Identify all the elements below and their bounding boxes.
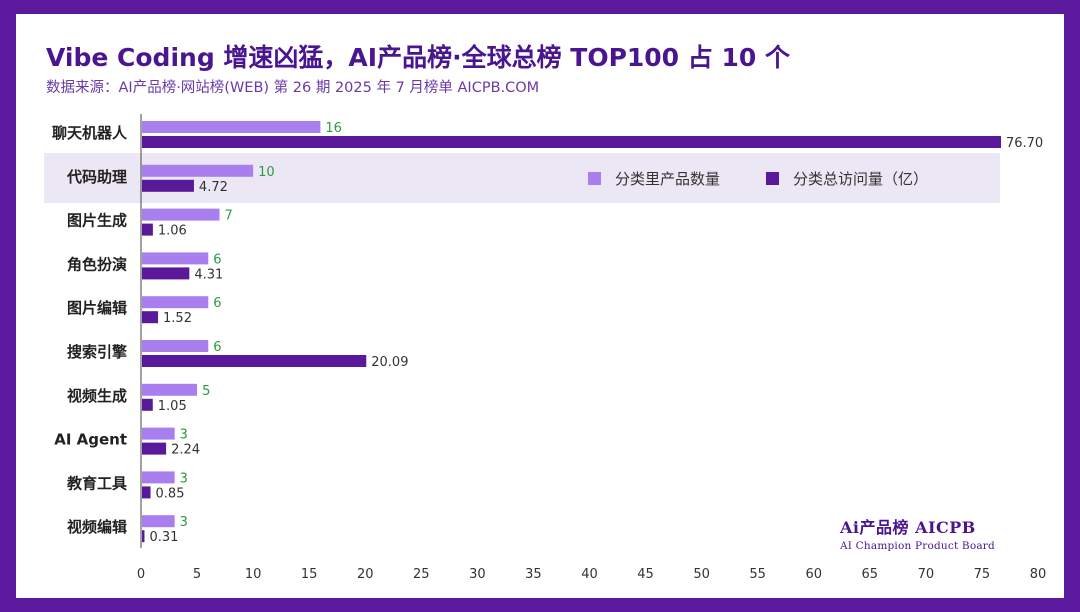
- x-tick-label: 15: [301, 567, 318, 582]
- visits-bar: [142, 486, 151, 499]
- category-label: 视频编辑: [67, 518, 127, 536]
- visits-bar: [142, 442, 167, 455]
- count-value-label: 3: [180, 428, 188, 443]
- count-bar: [142, 340, 209, 352]
- visits-bar: [142, 136, 1001, 148]
- x-tick-label: 70: [918, 567, 935, 582]
- count-value-label: 16: [325, 121, 342, 136]
- visits-bar: [142, 223, 153, 236]
- visits-bar: [142, 311, 159, 324]
- visits-value-label: 4.72: [199, 180, 228, 195]
- visits-value-label: 0.31: [149, 530, 178, 545]
- legend-swatch-visits: [766, 171, 780, 185]
- count-bar: [142, 164, 254, 177]
- x-tick-label: 55: [749, 567, 766, 582]
- x-tick-label: 45: [637, 567, 654, 582]
- chart-legend: 分类里产品数量 分类总访问量（亿）: [588, 166, 974, 190]
- category-label: 角色扮演: [67, 255, 127, 273]
- highlight-band: [44, 153, 1000, 203]
- count-bar: [142, 471, 175, 484]
- legend-swatch-count: [588, 171, 601, 185]
- legend-label-count: 分类里产品数量: [615, 169, 721, 188]
- count-bar: [142, 296, 209, 309]
- chart-subtitle: 数据来源：AI产品榜·网站榜(WEB) 第 26 期 2025 年 7 月榜单 …: [46, 80, 540, 96]
- visits-value-label: 0.85: [156, 486, 185, 501]
- count-value-label: 5: [202, 384, 210, 399]
- legend-item-visits: 分类总访问量（亿）: [766, 168, 928, 189]
- count-bar: [142, 515, 175, 528]
- count-bar: [142, 121, 321, 133]
- visits-bar: [142, 267, 190, 280]
- chart-title: Vibe Coding 增速凶猛，AI产品榜·全球总榜 TOP100 占 10 …: [46, 43, 790, 72]
- visits-value-label: 20.09: [371, 355, 408, 370]
- category-label: 聊天机器人: [52, 124, 128, 142]
- count-value-label: 3: [180, 515, 188, 530]
- x-tick-label: 40: [581, 567, 598, 582]
- category-label: 图片编辑: [67, 299, 127, 317]
- x-tick-label: 0: [137, 567, 145, 582]
- x-tick-label: 30: [469, 567, 486, 582]
- visits-value-label: 1.06: [158, 224, 187, 239]
- x-tick-label: 20: [357, 567, 374, 582]
- visits-bar: [142, 355, 367, 367]
- x-tick-label: 5: [193, 567, 201, 582]
- category-label: 搜索引擎: [67, 343, 127, 361]
- count-bar: [142, 252, 209, 265]
- x-tick-label: 80: [1030, 567, 1047, 582]
- x-tick-label: 35: [525, 567, 542, 582]
- visits-bar: [142, 530, 145, 543]
- count-value-label: 3: [180, 471, 188, 486]
- count-value-label: 6: [213, 296, 221, 311]
- logo-line-1: Ai产品榜 AICPB: [840, 518, 976, 537]
- legend-label-visits: 分类总访问量（亿）: [793, 169, 929, 188]
- count-bar: [142, 208, 220, 221]
- visits-value-label: 1.05: [158, 399, 187, 414]
- count-bar: [142, 427, 175, 440]
- visits-bar: [142, 398, 153, 411]
- count-value-label: 6: [213, 340, 221, 355]
- count-value-label: 6: [213, 252, 221, 267]
- x-tick-label: 75: [974, 567, 991, 582]
- logo-line-2: AI Champion Product Board: [840, 540, 995, 552]
- count-value-label: 7: [224, 209, 232, 224]
- x-tick-label: 60: [805, 567, 822, 582]
- brand-logo: Ai产品榜 AICPB AI Champion Product Board: [840, 514, 995, 552]
- category-label: 教育工具: [66, 474, 127, 492]
- count-value-label: 10: [258, 165, 275, 180]
- visits-value-label: 76.70: [1006, 136, 1043, 151]
- visits-value-label: 4.31: [194, 267, 223, 282]
- visits-value-label: 1.52: [163, 311, 192, 326]
- category-label: AI Agent: [54, 431, 127, 449]
- x-tick-label: 50: [693, 567, 710, 582]
- category-label: 代码助理: [66, 168, 127, 186]
- visits-value-label: 2.24: [171, 443, 200, 458]
- x-tick-label: 65: [862, 567, 879, 582]
- category-label: 视频生成: [67, 387, 127, 405]
- legend-item-count: 分类里产品数量: [588, 168, 720, 189]
- visits-bar: [142, 179, 194, 192]
- x-tick-label: 10: [245, 567, 262, 582]
- count-bar: [142, 383, 198, 396]
- x-tick-label: 25: [413, 567, 430, 582]
- category-label: 图片生成: [67, 212, 127, 230]
